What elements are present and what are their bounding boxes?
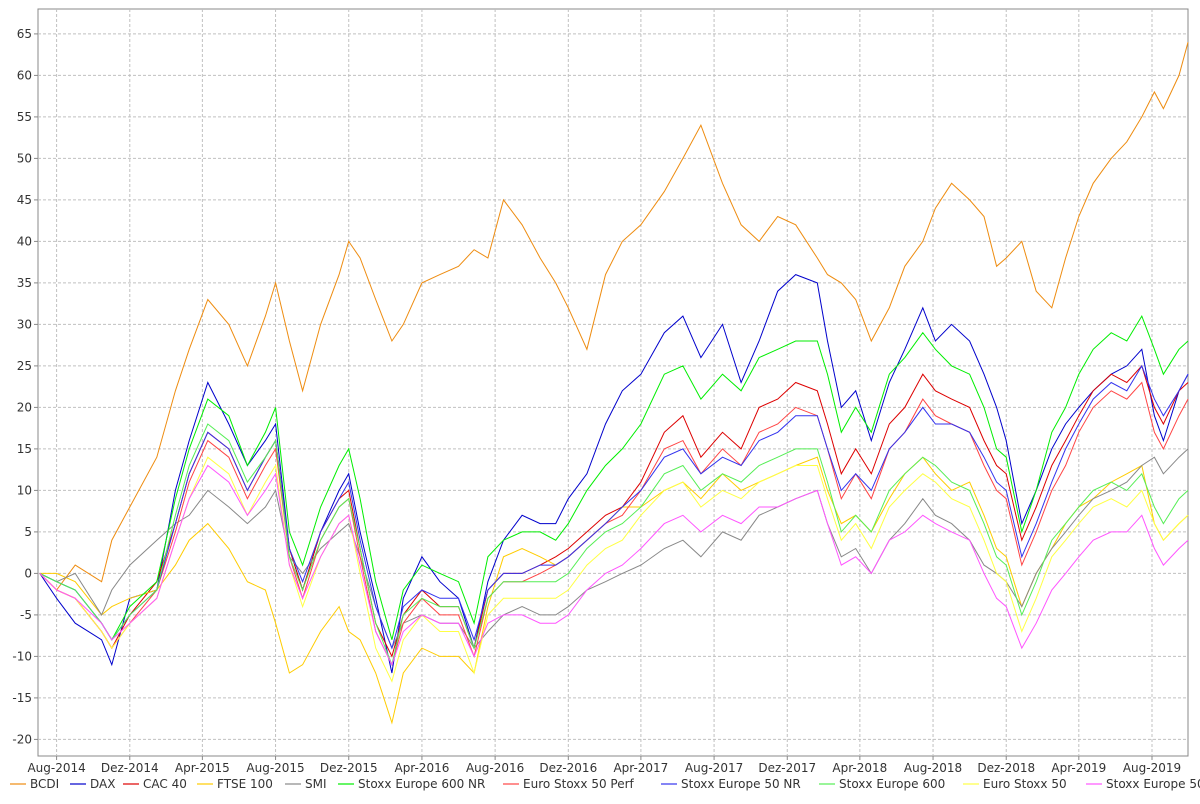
x-tick-label: Aug-2019 bbox=[1123, 761, 1181, 775]
legend-item-smi: SMI bbox=[285, 777, 327, 791]
legend-item-euro-stoxx-50-perf: Euro Stoxx 50 Perf bbox=[503, 777, 635, 791]
legend-label: FTSE 100 bbox=[217, 777, 273, 791]
series-line-dax bbox=[39, 274, 1189, 674]
legend-item-stoxx-europe-50-nr: Stoxx Europe 50 NR bbox=[661, 777, 801, 791]
x-tick-label: Aug-2018 bbox=[904, 761, 962, 775]
legend-item-ftse-100: FTSE 100 bbox=[197, 777, 273, 791]
series-line-euro-stoxx-50-perf bbox=[39, 381, 1189, 667]
legend-item-stoxx-europe-600-nr: Stoxx Europe 600 NR bbox=[338, 777, 485, 791]
y-tick-label: 20 bbox=[17, 400, 32, 414]
y-tick-label: 15 bbox=[17, 442, 32, 456]
y-tick-label: 5 bbox=[24, 525, 32, 539]
legend-item-stoxx-europe-600: Stoxx Europe 600 bbox=[819, 777, 945, 791]
y-tick-label: 40 bbox=[17, 234, 32, 248]
legend-label: Stoxx Europe 600 bbox=[839, 777, 945, 791]
y-tick-label: 50 bbox=[17, 151, 32, 165]
legend-item-bcdi: BCDI bbox=[10, 777, 59, 791]
x-tick-label: Aug-2015 bbox=[246, 761, 304, 775]
series-line-euro-stoxx-50 bbox=[39, 456, 1189, 683]
x-tick-label: Dez-2014 bbox=[101, 761, 159, 775]
x-tick-label: Dez-2018 bbox=[977, 761, 1035, 775]
y-tick-label: -15 bbox=[12, 691, 32, 705]
series-line-stoxx-europe-50-nr bbox=[39, 364, 1189, 650]
x-tick-label: Apr-2018 bbox=[832, 761, 887, 775]
legend-item-dax: DAX bbox=[70, 777, 115, 791]
legend-item-euro-stoxx-50: Euro Stoxx 50 bbox=[963, 777, 1067, 791]
legend-label: CAC 40 bbox=[143, 777, 187, 791]
plot-area bbox=[37, 8, 1189, 757]
x-tick-label: Dez-2017 bbox=[758, 761, 816, 775]
legend-label: BCDI bbox=[30, 777, 59, 791]
series-lines bbox=[39, 42, 1189, 725]
x-tick-label: Dez-2015 bbox=[320, 761, 378, 775]
legend: BCDI DAX CAC 40 FTSE 100 SMI Stoxx Europe 600… bbox=[10, 777, 1200, 791]
y-tick-label: -20 bbox=[12, 732, 32, 746]
y-axis: -20 -15 -10 -5 0 5 10 15 20 25 30 35 40 45 50 55 60 65 bbox=[12, 27, 38, 746]
x-tick-label: Aug-2016 bbox=[466, 761, 524, 775]
legend-label: SMI bbox=[305, 777, 327, 791]
legend-label: Stoxx Europe 50 bbox=[1106, 777, 1200, 791]
y-tick-label: 35 bbox=[17, 276, 32, 290]
x-tick-label: Aug-2014 bbox=[27, 761, 85, 775]
legend-label: DAX bbox=[90, 777, 115, 791]
legend-item-stoxx-europe-50: Stoxx Europe 50 bbox=[1086, 777, 1200, 791]
y-tick-label: 10 bbox=[17, 483, 32, 497]
y-tick-label: -5 bbox=[20, 608, 32, 622]
x-tick-label: Aug-2017 bbox=[685, 761, 743, 775]
y-tick-label: 55 bbox=[17, 110, 32, 124]
legend-label: Euro Stoxx 50 Perf bbox=[523, 777, 635, 791]
y-tick-label: 45 bbox=[17, 193, 32, 207]
y-tick-label: 25 bbox=[17, 359, 32, 373]
series-line-stoxx-europe-600-nr bbox=[39, 314, 1189, 641]
y-tick-label: 30 bbox=[17, 317, 32, 331]
x-tick-label: Apr-2016 bbox=[394, 761, 449, 775]
x-tick-label: Dez-2016 bbox=[539, 761, 597, 775]
y-tick-label: 0 bbox=[24, 566, 32, 580]
legend-label: Euro Stoxx 50 bbox=[983, 777, 1067, 791]
y-tick-label: 60 bbox=[17, 68, 32, 82]
legend-item-cac-40: CAC 40 bbox=[123, 777, 187, 791]
series-line-bcdi bbox=[39, 42, 1189, 591]
y-tick-label: -10 bbox=[12, 649, 32, 663]
legend-label: Stoxx Europe 600 NR bbox=[358, 777, 485, 791]
series-line-smi bbox=[39, 448, 1189, 650]
x-tick-label: Apr-2015 bbox=[175, 761, 230, 775]
x-tick-label: Apr-2019 bbox=[1051, 761, 1106, 775]
y-tick-label: 65 bbox=[17, 27, 32, 41]
x-axis: Aug-2014 Dez-2014 Apr-2015 Aug-2015 Dez-2015… bbox=[27, 756, 1181, 775]
legend-label: Stoxx Europe 50 NR bbox=[681, 777, 801, 791]
x-tick-label: Apr-2017 bbox=[613, 761, 668, 775]
series-line-stoxx-europe-600 bbox=[39, 423, 1189, 667]
series-line-stoxx-europe-50 bbox=[39, 464, 1189, 667]
